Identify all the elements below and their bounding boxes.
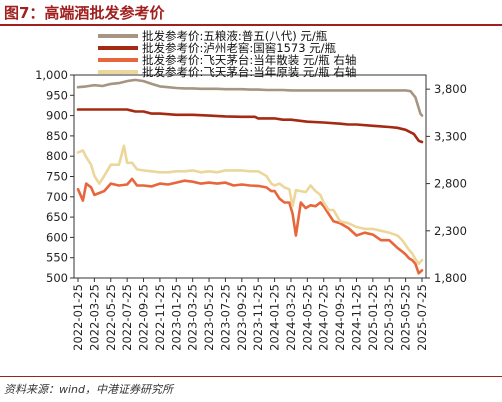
x-tick-label: 2022-09-25 xyxy=(137,284,151,351)
left-tick-label: 700 xyxy=(46,190,68,204)
x-tick-label: 2024-11-25 xyxy=(349,284,363,351)
series-line-4 xyxy=(76,144,424,266)
plot-frame xyxy=(73,74,427,279)
right-tick-label: 2,800 xyxy=(434,177,467,191)
left-tick-label: 900 xyxy=(46,109,68,123)
left-tick-label: 800 xyxy=(46,149,68,163)
left-tick-label: 950 xyxy=(46,88,68,102)
title-divider xyxy=(0,24,502,26)
footer-divider xyxy=(0,376,502,377)
legend-label-1: 批发参考价:五粮液:普五(八代) 元/瓶 xyxy=(142,29,328,43)
legend-label-2: 批发参考价:泸州老窖:国窖1573 元/瓶 xyxy=(142,41,337,55)
x-tick-label: 2022-03-25 xyxy=(87,284,101,351)
x-tick-label: 2024-01-25 xyxy=(268,284,282,351)
x-tick-label: 2022-01-25 xyxy=(71,284,85,351)
x-tick-label: 2022-05-25 xyxy=(104,284,118,351)
left-tick-label: 550 xyxy=(46,251,68,265)
right-axis: 1,800 2,300 2,800 3,300 3,800 xyxy=(426,82,467,285)
right-tick-label: 3,300 xyxy=(434,129,467,143)
source-note: 资料来源：wind，中港证券研究所 xyxy=(4,383,174,396)
x-tick-label: 2023-01-25 xyxy=(169,284,183,351)
figure-title: 图7：高端酒批发参考价 xyxy=(4,4,165,22)
right-tick-label: 1,800 xyxy=(434,271,467,285)
x-tick-label: 2023-09-25 xyxy=(235,284,249,351)
left-axis: 500 550 600 650 700 750 800 850 900 950 1,000 xyxy=(35,68,74,285)
series-layer xyxy=(76,78,424,275)
x-tick-label: 2022-07-25 xyxy=(120,284,134,351)
legend-label-4: 批发参考价:飞天茅台:当年原装 元/瓶 右轴 xyxy=(142,65,356,79)
x-tick-label: 2025-05-25 xyxy=(399,284,413,351)
x-tick-label: 2025-03-25 xyxy=(382,284,396,351)
legend-label-3: 批发参考价:飞天茅台:当年散装 元/瓶 右轴 xyxy=(142,53,356,67)
x-tick-label: 2024-09-25 xyxy=(333,284,347,351)
x-tick-label: 2022-11-25 xyxy=(153,284,167,351)
x-tick-label: 2024-07-25 xyxy=(317,284,331,351)
right-tick-label: 3,800 xyxy=(434,82,467,96)
left-tick-label: 650 xyxy=(46,210,68,224)
x-tick-label: 2023-03-25 xyxy=(186,284,200,351)
x-tick-label: 2023-11-25 xyxy=(251,284,265,351)
left-tick-label: 850 xyxy=(46,129,68,143)
series-line-1 xyxy=(76,78,424,117)
right-tick-label: 2,300 xyxy=(434,224,467,238)
x-tick-label: 2025-07-25 xyxy=(415,284,429,351)
x-axis: 2022-01-25 2022-03-25 2022-05-25 2022-07-25… xyxy=(71,278,429,351)
left-tick-label: 750 xyxy=(46,170,68,184)
x-tick-label: 2025-01-25 xyxy=(366,284,380,351)
x-tick-label: 2024-03-25 xyxy=(284,284,298,351)
left-tick-label: 500 xyxy=(46,271,68,285)
x-tick-label: 2023-07-25 xyxy=(218,284,232,351)
x-tick-label: 2023-05-25 xyxy=(202,284,216,351)
x-tick-label: 2024-05-25 xyxy=(300,284,314,351)
series-line-2 xyxy=(76,108,424,144)
series-line-3 xyxy=(76,177,424,275)
left-tick-label: 1,000 xyxy=(35,68,68,82)
left-tick-label: 600 xyxy=(46,230,68,244)
